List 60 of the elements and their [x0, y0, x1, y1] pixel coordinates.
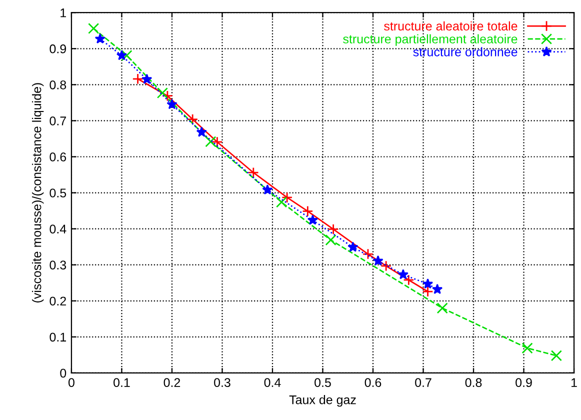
x-tick-label: 0.1 — [114, 378, 130, 388]
y-tick-label: 0.7 — [50, 116, 66, 126]
point — [196, 126, 207, 137]
point — [307, 214, 318, 225]
x-tick-label: 0.7 — [415, 378, 432, 388]
x-tick-label: 1 — [572, 378, 577, 387]
point — [166, 98, 178, 110]
point — [142, 74, 152, 84]
y-axis-title: (viscosite mousse)/(consistance liquide) — [32, 83, 44, 302]
point — [550, 350, 562, 362]
point — [132, 73, 144, 84]
x-tick-label: 0.2 — [164, 378, 180, 388]
x-tick-label: 0.6 — [364, 378, 382, 388]
point — [522, 342, 533, 354]
point — [248, 167, 259, 178]
point — [372, 255, 384, 266]
y-tick-label: 0.5 — [50, 188, 66, 198]
point — [276, 196, 288, 208]
point — [436, 302, 448, 314]
point — [121, 50, 132, 62]
y-tick-label: 0.3 — [50, 260, 66, 270]
point — [380, 260, 392, 272]
point — [187, 114, 198, 125]
point — [422, 278, 434, 289]
y-tick-label: 0.1 — [50, 332, 66, 342]
x-tick-label: 0.8 — [465, 378, 482, 388]
point — [162, 90, 174, 102]
legend-label: structure partiellement aleatoire — [343, 34, 518, 46]
x-axis-title: Taux de gaz — [289, 395, 356, 407]
point — [205, 136, 216, 148]
y-tick-label: 0.2 — [50, 296, 66, 306]
y-tick-label: 0.8 — [50, 80, 66, 90]
point — [432, 284, 443, 294]
point — [282, 192, 293, 204]
y-tick-label: 0.4 — [50, 224, 66, 234]
x-tick-label: 0.4 — [264, 378, 281, 388]
point — [422, 286, 434, 298]
point — [325, 234, 336, 246]
legend-label: structure ordonnee — [413, 47, 518, 56]
y-tick-label: 1 — [60, 8, 66, 18]
y-tick-label: 0.9 — [50, 44, 66, 54]
point — [156, 87, 168, 99]
x-tick-label: 0.3 — [214, 378, 230, 388]
point — [403, 274, 414, 286]
y-tick-label: 0.6 — [50, 152, 66, 162]
point — [328, 224, 339, 235]
point — [116, 50, 128, 60]
y-tick-label: 0 — [60, 368, 66, 378]
x-tick-label: 0 — [68, 378, 74, 388]
x-tick-label: 0.5 — [314, 378, 331, 388]
point — [362, 248, 374, 260]
point — [212, 136, 223, 148]
point — [348, 242, 358, 252]
point — [88, 22, 100, 34]
point — [262, 184, 273, 195]
point — [398, 269, 408, 280]
point — [94, 33, 106, 44]
point — [302, 206, 314, 217]
legend-label: structure aleatoire totale — [384, 21, 518, 31]
x-tick-label: 0.9 — [516, 378, 532, 388]
